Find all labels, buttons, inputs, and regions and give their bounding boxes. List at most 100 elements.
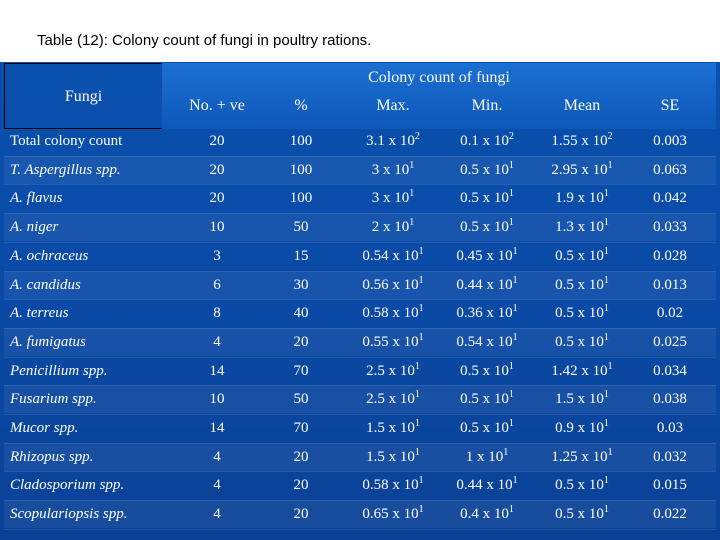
cell-max-mantissa: 3.1 x 10 bbox=[366, 133, 415, 149]
row-divider bbox=[4, 442, 716, 444]
cell-max: 2.5 x 101 bbox=[350, 357, 436, 385]
cell-min: 0.5 x 101 bbox=[444, 184, 530, 212]
cell-mean: 1.42 x 101 bbox=[534, 357, 630, 385]
cell-min-exponent: 1 bbox=[512, 274, 518, 286]
cell-se: 0.003 bbox=[653, 133, 687, 149]
row-divider bbox=[4, 184, 716, 186]
cell-mean-mantissa: 1.9 x 10 bbox=[555, 190, 604, 207]
cell-mean-exponent: 1 bbox=[603, 274, 609, 286]
cell-no-positive: 4 bbox=[213, 477, 221, 494]
cell-min-mantissa: 0.44 x 10 bbox=[456, 276, 513, 293]
cell-fungus-name: Scopulariopsis spp. bbox=[10, 506, 128, 523]
cell-mean-exponent: 2 bbox=[607, 131, 613, 142]
cell-max: 0.65 x 101 bbox=[350, 500, 436, 528]
cell-mean-mantissa: 1.25 x 10 bbox=[551, 448, 608, 465]
cell-percent: 40 bbox=[293, 305, 309, 322]
cell-min: 0.36 x 101 bbox=[444, 299, 530, 327]
cell-mean-mantissa: 1.55 x 10 bbox=[551, 133, 608, 149]
cell-se: 0.063 bbox=[653, 161, 687, 178]
cell-min: 0.44 x 101 bbox=[444, 471, 530, 499]
cell-fungus-name: A. fumigatus bbox=[10, 333, 86, 350]
cell-min-exponent: 1 bbox=[512, 245, 518, 257]
cell-max-exponent: 1 bbox=[409, 188, 415, 200]
cell-max: 0.56 x 101 bbox=[350, 271, 436, 299]
cell-se: 0.02 bbox=[656, 305, 684, 322]
row-divider bbox=[4, 327, 716, 329]
cell-min-mantissa: 0.36 x 10 bbox=[456, 305, 513, 322]
cell-max: 3 x 101 bbox=[350, 184, 436, 212]
cell-mean-exponent: 1 bbox=[603, 475, 609, 487]
cell-se: 0.015 bbox=[653, 477, 687, 494]
cell-min-mantissa: 0.45 x 10 bbox=[456, 247, 513, 264]
cell-max-exponent: 1 bbox=[414, 446, 420, 458]
cell-percent: 30 bbox=[293, 276, 309, 293]
table-row: A. candidus 6 30 0.56 x 101 0.44 x 101 0.5 x … bbox=[4, 270, 716, 299]
cell-max-mantissa: 0.65 x 10 bbox=[362, 506, 419, 523]
cell-no-positive: 20 bbox=[209, 190, 225, 207]
cell-min: 0.5 x 101 bbox=[444, 357, 530, 385]
row-divider bbox=[4, 356, 716, 358]
cell-max: 0.54 x 101 bbox=[350, 242, 436, 270]
cell-mean: 0.9 x 101 bbox=[534, 414, 630, 442]
cell-min-mantissa: 0.54 x 10 bbox=[456, 333, 513, 350]
cell-min-mantissa: 1 x 10 bbox=[465, 448, 504, 465]
cell-mean: 0.5 x 101 bbox=[534, 242, 630, 270]
cell-mean-mantissa: 0.5 x 10 bbox=[555, 247, 604, 264]
cell-mean-mantissa: 1.42 x 10 bbox=[551, 362, 608, 379]
cell-mean-mantissa: 0.5 x 10 bbox=[555, 333, 604, 350]
cell-max-mantissa: 3 x 10 bbox=[371, 190, 410, 207]
fungi-header-cell: Fungi bbox=[4, 63, 162, 129]
cell-max-mantissa: 0.58 x 10 bbox=[362, 305, 419, 322]
cell-no-positive: 4 bbox=[213, 506, 221, 523]
table-row: Rhizopus spp. 4 20 1.5 x 101 1 x 101 1.25 x 1… bbox=[4, 442, 716, 471]
colony-count-header-label: Colony count of fungi bbox=[368, 69, 510, 86]
cell-min: 0.5 x 101 bbox=[444, 156, 530, 184]
cell-min-exponent: 1 bbox=[508, 360, 514, 372]
table-row: Mucor spp. 14 70 1.5 x 101 0.5 x 101 0.9 x 10… bbox=[4, 414, 716, 442]
cell-min-exponent: 1 bbox=[508, 188, 514, 200]
cell-no-positive: 6 bbox=[213, 276, 221, 293]
cell-fungus-name: A. niger bbox=[10, 219, 59, 236]
cell-no-positive: 4 bbox=[213, 448, 221, 465]
cell-max: 1.5 x 101 bbox=[350, 414, 436, 442]
cell-fungus-name: A. terreus bbox=[10, 305, 69, 322]
row-divider bbox=[4, 155, 716, 157]
cell-min-mantissa: 0.5 x 10 bbox=[460, 362, 509, 379]
cell-min-exponent: 1 bbox=[508, 418, 514, 429]
cell-min: 0.54 x 101 bbox=[444, 328, 530, 356]
title-bar: Table (12): Colony count of fungi in pou… bbox=[0, 0, 720, 62]
cell-min-mantissa: 0.1 x 10 bbox=[460, 133, 509, 149]
cell-se: 0.022 bbox=[653, 506, 687, 523]
table-row: A. ochraceus 3 15 0.54 x 101 0.45 x 101 0.5 x… bbox=[4, 242, 716, 270]
cell-percent: 20 bbox=[293, 333, 309, 350]
cell-percent: 20 bbox=[293, 506, 309, 523]
cell-fungus-name: Total colony count bbox=[10, 133, 123, 149]
cell-no-positive: 3 bbox=[213, 247, 221, 264]
row-divider bbox=[4, 528, 716, 530]
cell-mean: 2.95 x 101 bbox=[534, 156, 630, 184]
cell-min-mantissa: 0.5 x 10 bbox=[460, 161, 509, 178]
cell-se: 0.033 bbox=[653, 219, 687, 236]
cell-se: 0.034 bbox=[653, 362, 687, 379]
table-row: A. fumigatus 4 20 0.55 x 101 0.54 x 101 0.5 x… bbox=[4, 327, 716, 356]
cell-fungus-name: T. Aspergillus spp. bbox=[10, 161, 121, 178]
cell-no-positive: 20 bbox=[209, 161, 225, 178]
cell-fungus-name: Mucor spp. bbox=[10, 420, 79, 436]
cell-max-exponent: 1 bbox=[418, 245, 424, 257]
row-divider bbox=[4, 213, 716, 215]
cell-min: 0.4 x 101 bbox=[444, 500, 530, 528]
cell-min-exponent: 1 bbox=[508, 159, 514, 171]
cell-max-mantissa: 0.55 x 10 bbox=[362, 333, 419, 350]
column-header-max: Max. bbox=[376, 97, 410, 114]
cell-percent: 15 bbox=[293, 247, 309, 264]
table-row: Cladosporium spp. 4 20 0.58 x 101 0.44 x 101… bbox=[4, 471, 716, 499]
cell-min-exponent: 1 bbox=[512, 331, 518, 343]
cell-percent: 100 bbox=[289, 133, 313, 149]
cell-no-positive: 10 bbox=[209, 219, 225, 236]
data-table: Fungi Colony count of fungi No. + ve % M… bbox=[4, 63, 716, 540]
cell-mean: 1.9 x 101 bbox=[534, 184, 630, 212]
column-header-mean: Mean bbox=[563, 97, 601, 114]
cell-min-mantissa: 0.5 x 10 bbox=[460, 420, 509, 436]
cell-max: 0.58 x 101 bbox=[350, 471, 436, 499]
table-row: A. terreus 8 40 0.58 x 101 0.36 x 101 0.5 x 1… bbox=[4, 299, 716, 327]
